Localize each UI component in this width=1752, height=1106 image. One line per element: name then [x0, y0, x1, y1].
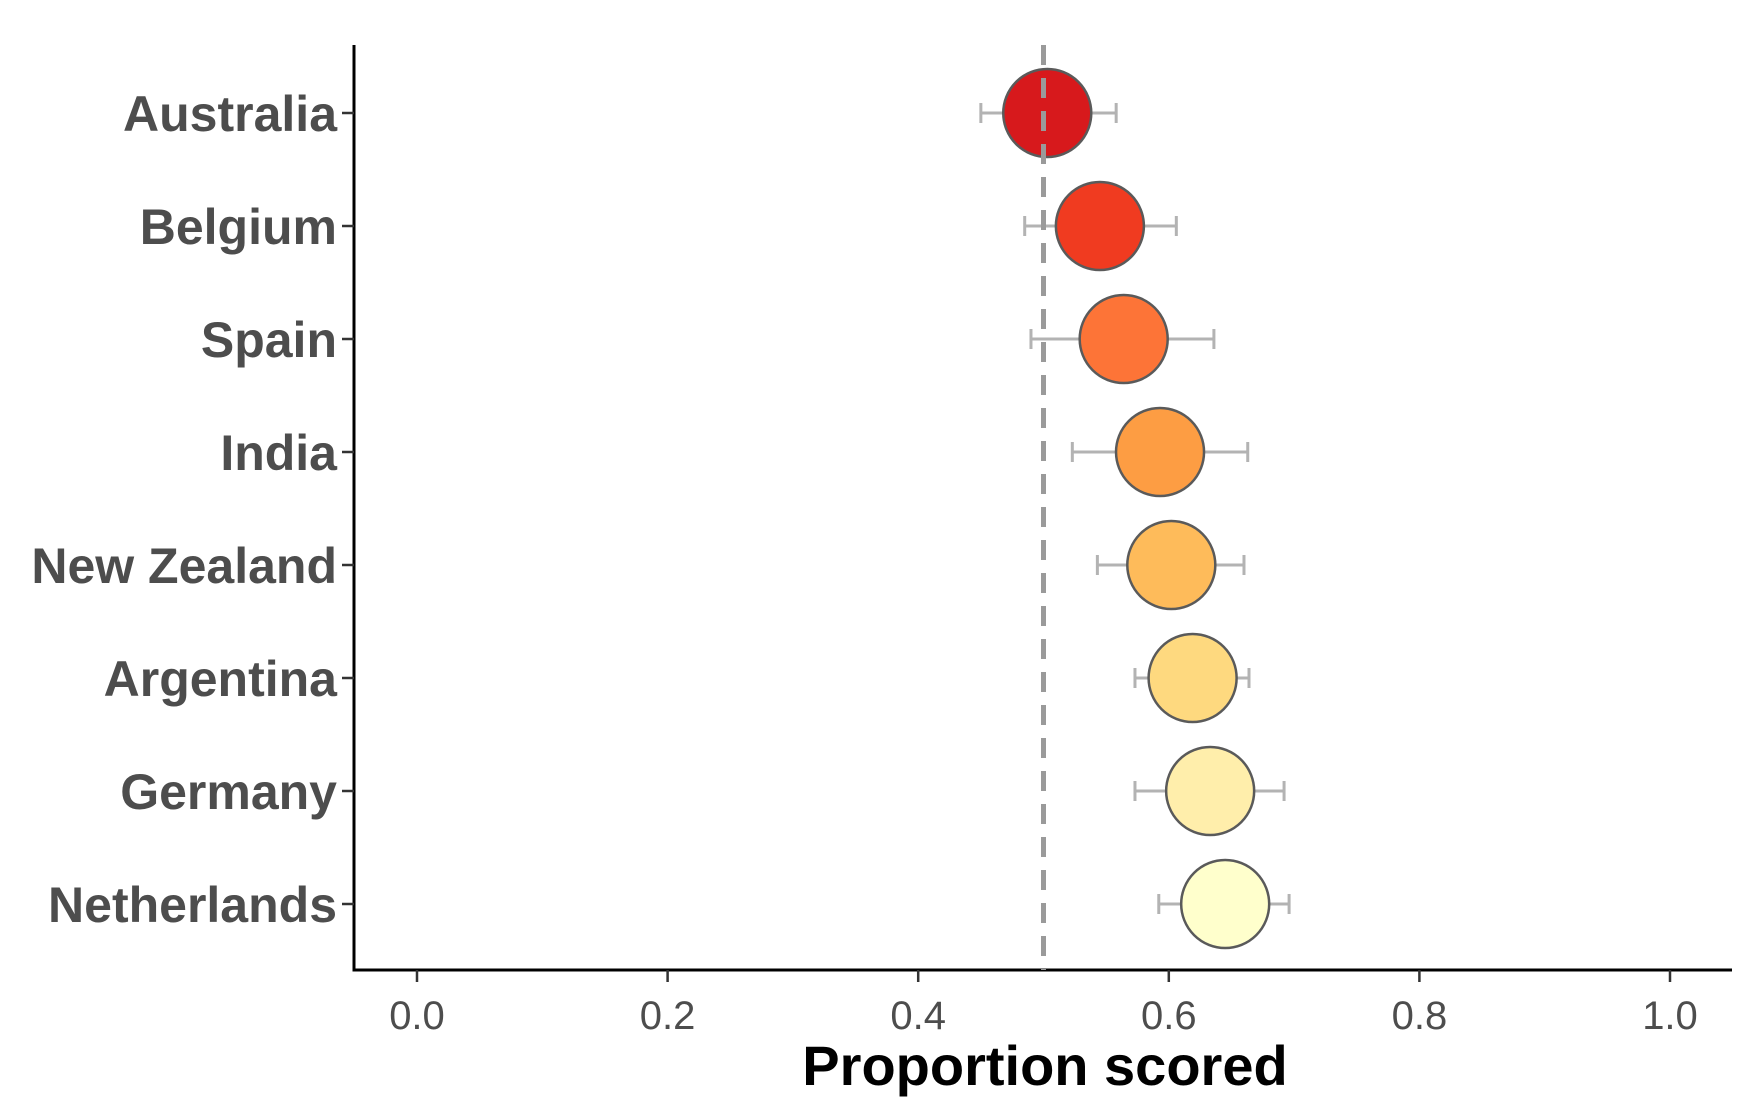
point-argentina [1147, 632, 1238, 724]
y-label-new-zealand: New Zealand [31, 538, 337, 594]
x-tick-label: 0.0 [389, 994, 445, 1038]
y-label-australia: Australia [123, 86, 338, 142]
x-tick-label: 0.6 [1141, 994, 1197, 1038]
y-label-netherlands: Netherlands [48, 877, 337, 933]
y-label-belgium: Belgium [140, 199, 337, 255]
x-tick-label: 0.4 [890, 994, 946, 1038]
point-new-zealand [1126, 519, 1217, 611]
point-netherlands [1179, 858, 1271, 950]
x-axis-title: Proportion scored [802, 1034, 1287, 1097]
x-tick-label: 0.8 [1392, 994, 1448, 1038]
y-label-germany: Germany [120, 764, 337, 820]
point-india [1114, 406, 1206, 498]
y-label-argentina: Argentina [104, 651, 339, 707]
plot-area: 0.0 0.2 0.4 0.6 0.8 1.0 Australia Belgium Spain I… [31, 45, 1732, 1038]
point-spain [1078, 293, 1169, 385]
x-tick-label: 1.0 [1642, 994, 1698, 1038]
x-tick-label: 0.2 [640, 994, 696, 1038]
point-germany [1164, 745, 1256, 837]
y-label-india: India [220, 425, 338, 481]
point-australia [1002, 67, 1093, 159]
y-label-spain: Spain [201, 312, 337, 368]
point-belgium [1054, 180, 1146, 272]
